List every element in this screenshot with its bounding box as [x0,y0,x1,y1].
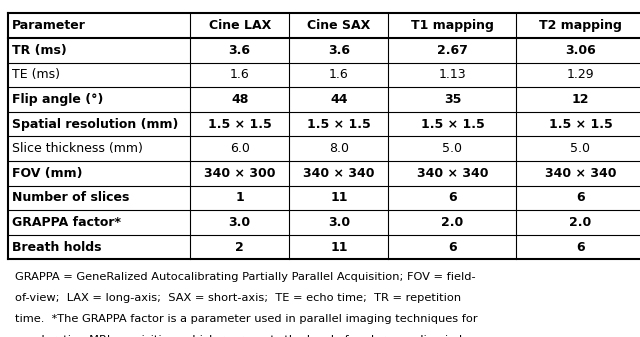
Text: 2.67: 2.67 [437,44,468,57]
Text: 48: 48 [231,93,248,106]
Text: 3.0: 3.0 [328,216,350,229]
Text: GRAPPA = GeneRalized Autocalibrating Partially Parallel Acquisition; FOV = field: GRAPPA = GeneRalized Autocalibrating Par… [15,272,476,282]
Text: Spatial resolution (mm): Spatial resolution (mm) [12,118,179,131]
Text: 6: 6 [576,241,585,254]
Text: 11: 11 [330,241,348,254]
Text: FOV (mm): FOV (mm) [12,167,83,180]
Text: 6: 6 [448,191,457,205]
Text: 3.0: 3.0 [228,216,251,229]
Text: Cine LAX: Cine LAX [209,19,271,32]
Text: 2: 2 [236,241,244,254]
Text: 1.29: 1.29 [566,68,595,82]
Text: of-view;  LAX = long-axis;  SAX = short-axis;  TE = echo time;  TR = repetition: of-view; LAX = long-axis; SAX = short-ax… [15,293,461,303]
Text: 5.0: 5.0 [570,142,591,155]
Text: Parameter: Parameter [12,19,86,32]
Text: T1 mapping: T1 mapping [411,19,494,32]
Text: 340 × 300: 340 × 300 [204,167,275,180]
Text: 12: 12 [572,93,589,106]
Text: 1.5 × 1.5: 1.5 × 1.5 [420,118,484,131]
Text: 1.5 × 1.5: 1.5 × 1.5 [208,118,271,131]
Text: Slice thickness (mm): Slice thickness (mm) [12,142,143,155]
Text: GRAPPA factor*: GRAPPA factor* [12,216,121,229]
Text: 1: 1 [236,191,244,205]
Text: Cine SAX: Cine SAX [307,19,371,32]
Text: 340 × 340: 340 × 340 [303,167,374,180]
Text: Breath holds: Breath holds [12,241,102,254]
Text: 1.13: 1.13 [438,68,467,82]
Text: 8.0: 8.0 [329,142,349,155]
Text: 340 × 340: 340 × 340 [545,167,616,180]
Text: 1.6: 1.6 [329,68,349,82]
Text: TE (ms): TE (ms) [12,68,60,82]
Text: Flip angle (°): Flip angle (°) [12,93,104,106]
Text: 1.6: 1.6 [230,68,250,82]
Text: 6: 6 [576,191,585,205]
Text: T2 mapping: T2 mapping [539,19,622,32]
Text: accelerating MRI acquisition, which represents the level of under-sampling in k-: accelerating MRI acquisition, which repr… [15,335,507,337]
Text: 2.0: 2.0 [570,216,591,229]
Text: 6.0: 6.0 [230,142,250,155]
Text: 5.0: 5.0 [442,142,463,155]
Text: 2.0: 2.0 [442,216,463,229]
Text: 3.6: 3.6 [228,44,251,57]
Text: 1.5 × 1.5: 1.5 × 1.5 [548,118,612,131]
Text: TR (ms): TR (ms) [12,44,67,57]
Text: 340 × 340: 340 × 340 [417,167,488,180]
Text: 6: 6 [448,241,457,254]
Text: 1.5 × 1.5: 1.5 × 1.5 [307,118,371,131]
Text: 11: 11 [330,191,348,205]
Text: 3.6: 3.6 [328,44,350,57]
Text: Number of slices: Number of slices [12,191,129,205]
Text: 3.06: 3.06 [565,44,596,57]
Text: 35: 35 [444,93,461,106]
Text: time.  *The GRAPPA factor is a parameter used in parallel imaging techniques for: time. *The GRAPPA factor is a parameter … [15,314,478,324]
Text: 44: 44 [330,93,348,106]
